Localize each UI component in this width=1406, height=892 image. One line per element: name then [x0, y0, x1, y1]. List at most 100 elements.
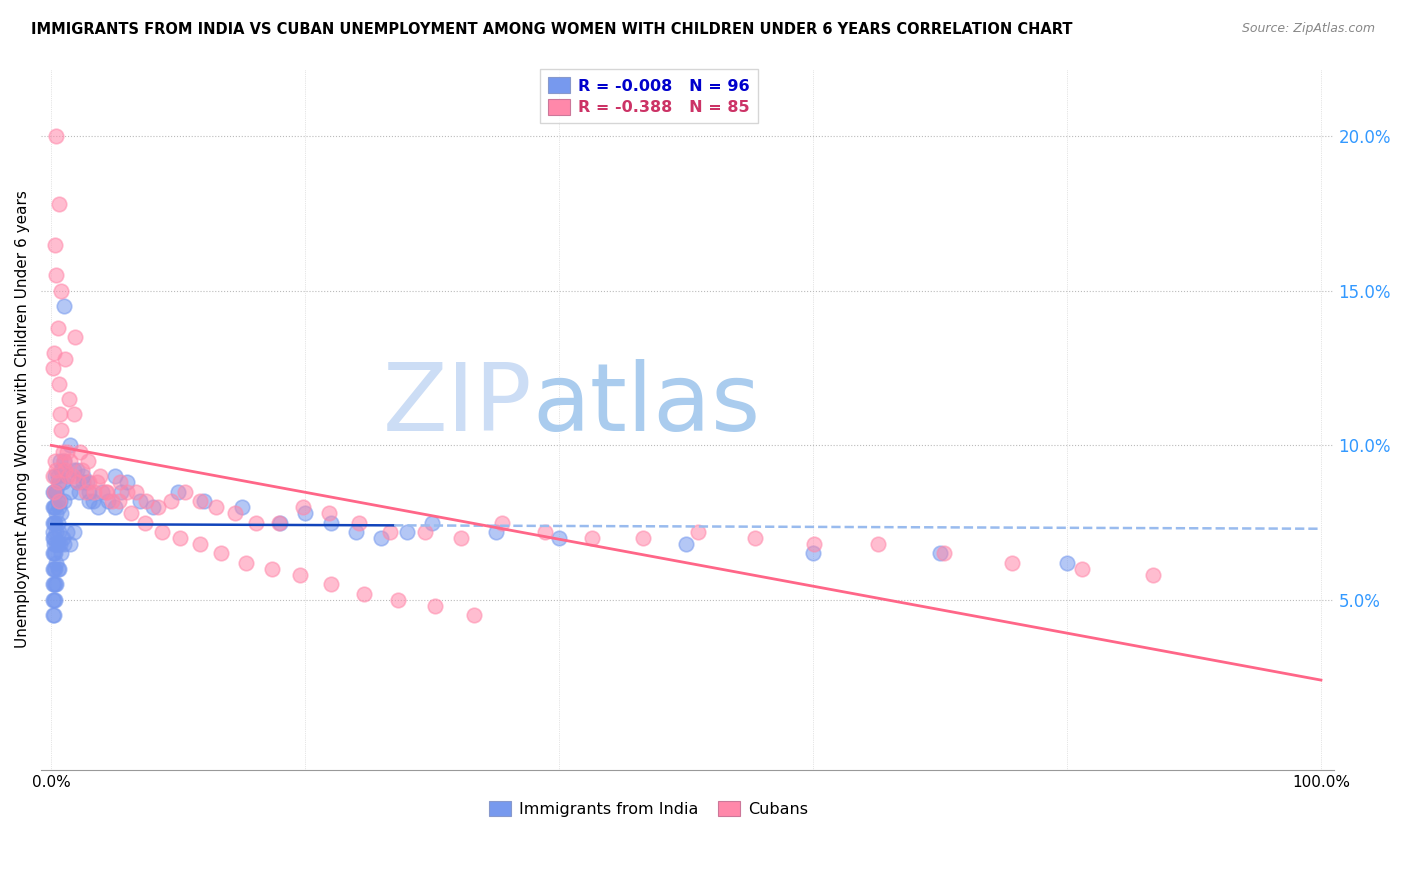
Point	[52, 494, 75, 508]
Point	[245, 516, 267, 530]
Point	[485, 524, 508, 539]
Point	[52, 454, 75, 468]
Point	[46, 321, 69, 335]
Point	[548, 531, 571, 545]
Point	[44, 500, 66, 515]
Point	[101, 494, 124, 508]
Point	[48, 500, 70, 515]
Point	[44, 454, 66, 468]
Point	[53, 463, 76, 477]
Point	[42, 537, 65, 551]
Point	[42, 500, 65, 515]
Point	[45, 524, 67, 539]
Point	[387, 592, 409, 607]
Point	[55, 469, 77, 483]
Point	[631, 531, 654, 545]
Point	[66, 475, 89, 490]
Point	[866, 537, 889, 551]
Point	[66, 463, 89, 477]
Point	[41, 546, 63, 560]
Point	[224, 506, 246, 520]
Point	[262, 562, 284, 576]
Point	[42, 592, 65, 607]
Point	[42, 516, 65, 530]
Point	[69, 444, 91, 458]
Point	[51, 506, 73, 520]
Point	[87, 500, 110, 515]
Point	[79, 475, 101, 490]
Point	[380, 524, 402, 539]
Point	[125, 484, 148, 499]
Point	[188, 537, 211, 551]
Point	[44, 546, 66, 560]
Point	[52, 537, 75, 551]
Point	[45, 484, 67, 499]
Point	[94, 484, 117, 499]
Point	[146, 500, 169, 515]
Point	[41, 500, 63, 515]
Point	[319, 577, 342, 591]
Point	[58, 392, 80, 406]
Point	[41, 562, 63, 576]
Point	[117, 475, 139, 490]
Text: IMMIGRANTS FROM INDIA VS CUBAN UNEMPLOYMENT AMONG WOMEN WITH CHILDREN UNDER 6 YE: IMMIGRANTS FROM INDIA VS CUBAN UNEMPLOYM…	[31, 22, 1073, 37]
Point	[291, 500, 314, 515]
Point	[59, 484, 82, 499]
Point	[45, 129, 67, 144]
Point	[49, 494, 72, 508]
Point	[801, 546, 824, 560]
Point	[56, 469, 79, 483]
Point	[42, 562, 65, 576]
Point	[44, 562, 66, 576]
Point	[52, 299, 75, 313]
Point	[129, 494, 152, 508]
Point	[89, 469, 111, 483]
Point	[159, 494, 181, 508]
Point	[45, 577, 67, 591]
Point	[46, 469, 69, 483]
Point	[53, 351, 76, 366]
Point	[48, 376, 70, 391]
Point	[209, 546, 232, 560]
Point	[803, 537, 825, 551]
Point	[55, 524, 77, 539]
Point	[135, 494, 157, 508]
Point	[134, 516, 156, 530]
Point	[41, 516, 63, 530]
Point	[581, 531, 603, 545]
Point	[48, 475, 70, 490]
Point	[42, 546, 65, 560]
Point	[42, 345, 65, 359]
Point	[1142, 568, 1164, 582]
Point	[167, 484, 190, 499]
Y-axis label: Unemployment Among Women with Children Under 6 years: Unemployment Among Women with Children U…	[15, 190, 30, 648]
Point	[51, 546, 73, 560]
Point	[42, 577, 65, 591]
Text: ZIP: ZIP	[382, 359, 533, 451]
Point	[353, 586, 375, 600]
Point	[41, 531, 63, 545]
Point	[150, 524, 173, 539]
Point	[51, 423, 73, 437]
Point	[63, 524, 86, 539]
Point	[42, 531, 65, 545]
Point	[104, 469, 127, 483]
Point	[45, 463, 67, 477]
Point	[52, 454, 75, 468]
Point	[169, 531, 191, 545]
Point	[79, 484, 101, 499]
Point	[42, 484, 65, 499]
Point	[48, 524, 70, 539]
Point	[63, 463, 86, 477]
Point	[79, 494, 101, 508]
Point	[193, 494, 215, 508]
Point	[82, 494, 104, 508]
Point	[423, 599, 446, 613]
Point	[41, 484, 63, 499]
Point	[269, 516, 291, 530]
Point	[49, 408, 72, 422]
Point	[142, 500, 165, 515]
Point	[41, 524, 63, 539]
Point	[70, 463, 93, 477]
Point	[46, 494, 69, 508]
